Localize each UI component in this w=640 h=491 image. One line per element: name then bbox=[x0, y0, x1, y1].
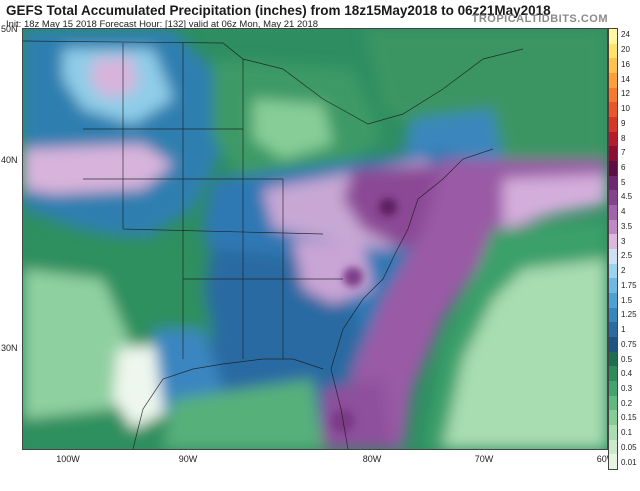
colorbar-label: 6 bbox=[621, 162, 626, 172]
colorbar-swatch bbox=[609, 366, 617, 382]
colorbar-swatch bbox=[609, 307, 617, 323]
colorbar-swatch bbox=[609, 410, 617, 426]
precip-lightgreen-atlantic bbox=[443, 259, 607, 449]
precip-green-gulf-of-mexico bbox=[163, 379, 323, 449]
colorbar-swatch bbox=[609, 205, 617, 220]
colorbar-label: 8 bbox=[621, 133, 626, 143]
precip-spot-dark-purple bbox=[343, 267, 363, 287]
colorbar-swatch bbox=[609, 29, 617, 44]
colorbar-label: 20 bbox=[621, 45, 630, 55]
state-border-line bbox=[83, 43, 343, 359]
lon-label-100w: 100W bbox=[56, 454, 80, 464]
colorbar-swatch bbox=[609, 395, 617, 411]
gulf-coast-coastline bbox=[132, 358, 324, 449]
brand-watermark: TROPICALTIDBITS.COM bbox=[471, 13, 608, 25]
precipitation-map bbox=[22, 28, 608, 450]
colorbar-label: 2.5 bbox=[621, 251, 633, 261]
colorbar-label: 0.01 bbox=[621, 457, 637, 467]
colorbar-swatch bbox=[609, 43, 617, 59]
colorbar-label: 7 bbox=[621, 148, 626, 158]
chart-subtitle: Init: 18z May 15 2018 Forecast Hour: [13… bbox=[6, 19, 319, 30]
colorbar-label: 14 bbox=[621, 74, 630, 84]
colorbar-swatch bbox=[609, 190, 617, 206]
colorbar-label: 0.05 bbox=[621, 442, 637, 452]
colorbar-swatch bbox=[609, 87, 617, 103]
colorbar-label: 0.3 bbox=[621, 383, 633, 393]
colorbar-swatch bbox=[609, 293, 617, 308]
colorbar-swatch bbox=[609, 381, 617, 396]
east-coast-coastline bbox=[330, 148, 494, 449]
precip-colorbar bbox=[608, 28, 618, 470]
colorbar-label: 3.5 bbox=[621, 221, 633, 231]
colorbar-swatch bbox=[609, 234, 617, 250]
precip-pink-north-plains bbox=[91, 57, 138, 99]
colorbar-swatch bbox=[609, 117, 617, 132]
colorbar-label: 0.75 bbox=[621, 339, 637, 349]
precip-lavender-southeast bbox=[293, 239, 373, 304]
colorbar-label: 4 bbox=[621, 207, 626, 217]
chart-title: GEFS Total Accumulated Precipitation (in… bbox=[6, 3, 551, 18]
colorbar-swatch bbox=[609, 278, 617, 294]
colorbar-label: 1.25 bbox=[621, 310, 637, 320]
precip-purple-offshore-streak bbox=[343, 159, 607, 449]
colorbar-label: 1 bbox=[621, 325, 626, 335]
map-canvas bbox=[23, 29, 607, 449]
colorbar-label: 16 bbox=[621, 59, 630, 69]
colorbar-label: 9 bbox=[621, 118, 626, 128]
lat-label-30n: 30N bbox=[1, 343, 18, 353]
colorbar-swatch bbox=[609, 161, 617, 176]
colorbar-swatch bbox=[609, 322, 617, 338]
colorbar-label: 0.1 bbox=[621, 428, 633, 438]
colorbar-label: 0.2 bbox=[621, 398, 633, 408]
colorbar-label: 10 bbox=[621, 104, 630, 114]
colorbar-swatch bbox=[609, 454, 617, 470]
colorbar-label: 0.15 bbox=[621, 413, 637, 423]
precip-pink-central-plains bbox=[23, 144, 173, 194]
colorbar-swatch bbox=[609, 73, 617, 88]
lat-label-50n: 50N bbox=[1, 24, 18, 34]
colorbar-swatch bbox=[609, 439, 617, 455]
colorbar-label: 3 bbox=[621, 236, 626, 246]
colorbar-label: 4.5 bbox=[621, 192, 633, 202]
colorbar-swatch bbox=[609, 102, 617, 118]
us-canada-border-line bbox=[23, 40, 524, 125]
colorbar-label: 2 bbox=[621, 266, 626, 276]
precip-lavender-offshore-edge bbox=[503, 174, 607, 229]
precip-spot-dark-purple bbox=[379, 198, 397, 216]
colorbar-swatch bbox=[609, 146, 617, 162]
lon-label-60w: 60W bbox=[596, 454, 616, 464]
lon-label-70w: 70W bbox=[474, 454, 494, 464]
lat-label-40n: 40N bbox=[1, 155, 18, 165]
lon-label-80w: 80W bbox=[362, 454, 382, 464]
colorbar-swatch bbox=[609, 249, 617, 264]
colorbar-label: 1.5 bbox=[621, 295, 633, 305]
colorbar-label: 24 bbox=[621, 30, 630, 40]
colorbar-label: 5 bbox=[621, 177, 626, 187]
colorbar-swatch bbox=[609, 263, 617, 279]
colorbar-swatch bbox=[609, 131, 617, 147]
colorbar-label: 1.75 bbox=[621, 280, 637, 290]
colorbar-label: 0.5 bbox=[621, 354, 633, 364]
precip-lightgreen-texas bbox=[23, 269, 133, 419]
precip-green-northeast bbox=[363, 29, 607, 179]
colorbar-swatch bbox=[609, 425, 617, 440]
colorbar-label: 0.4 bbox=[621, 369, 633, 379]
colorbar-swatch bbox=[609, 175, 617, 191]
colorbar-swatch bbox=[609, 351, 617, 367]
precip-lightgreen-great-lakes bbox=[253, 99, 333, 159]
colorbar-swatch bbox=[609, 337, 617, 352]
colorbar-swatch bbox=[609, 58, 617, 74]
colorbar-swatch bbox=[609, 219, 617, 235]
colorbar-label: 12 bbox=[621, 89, 630, 99]
lon-label-90w: 90W bbox=[178, 454, 198, 464]
